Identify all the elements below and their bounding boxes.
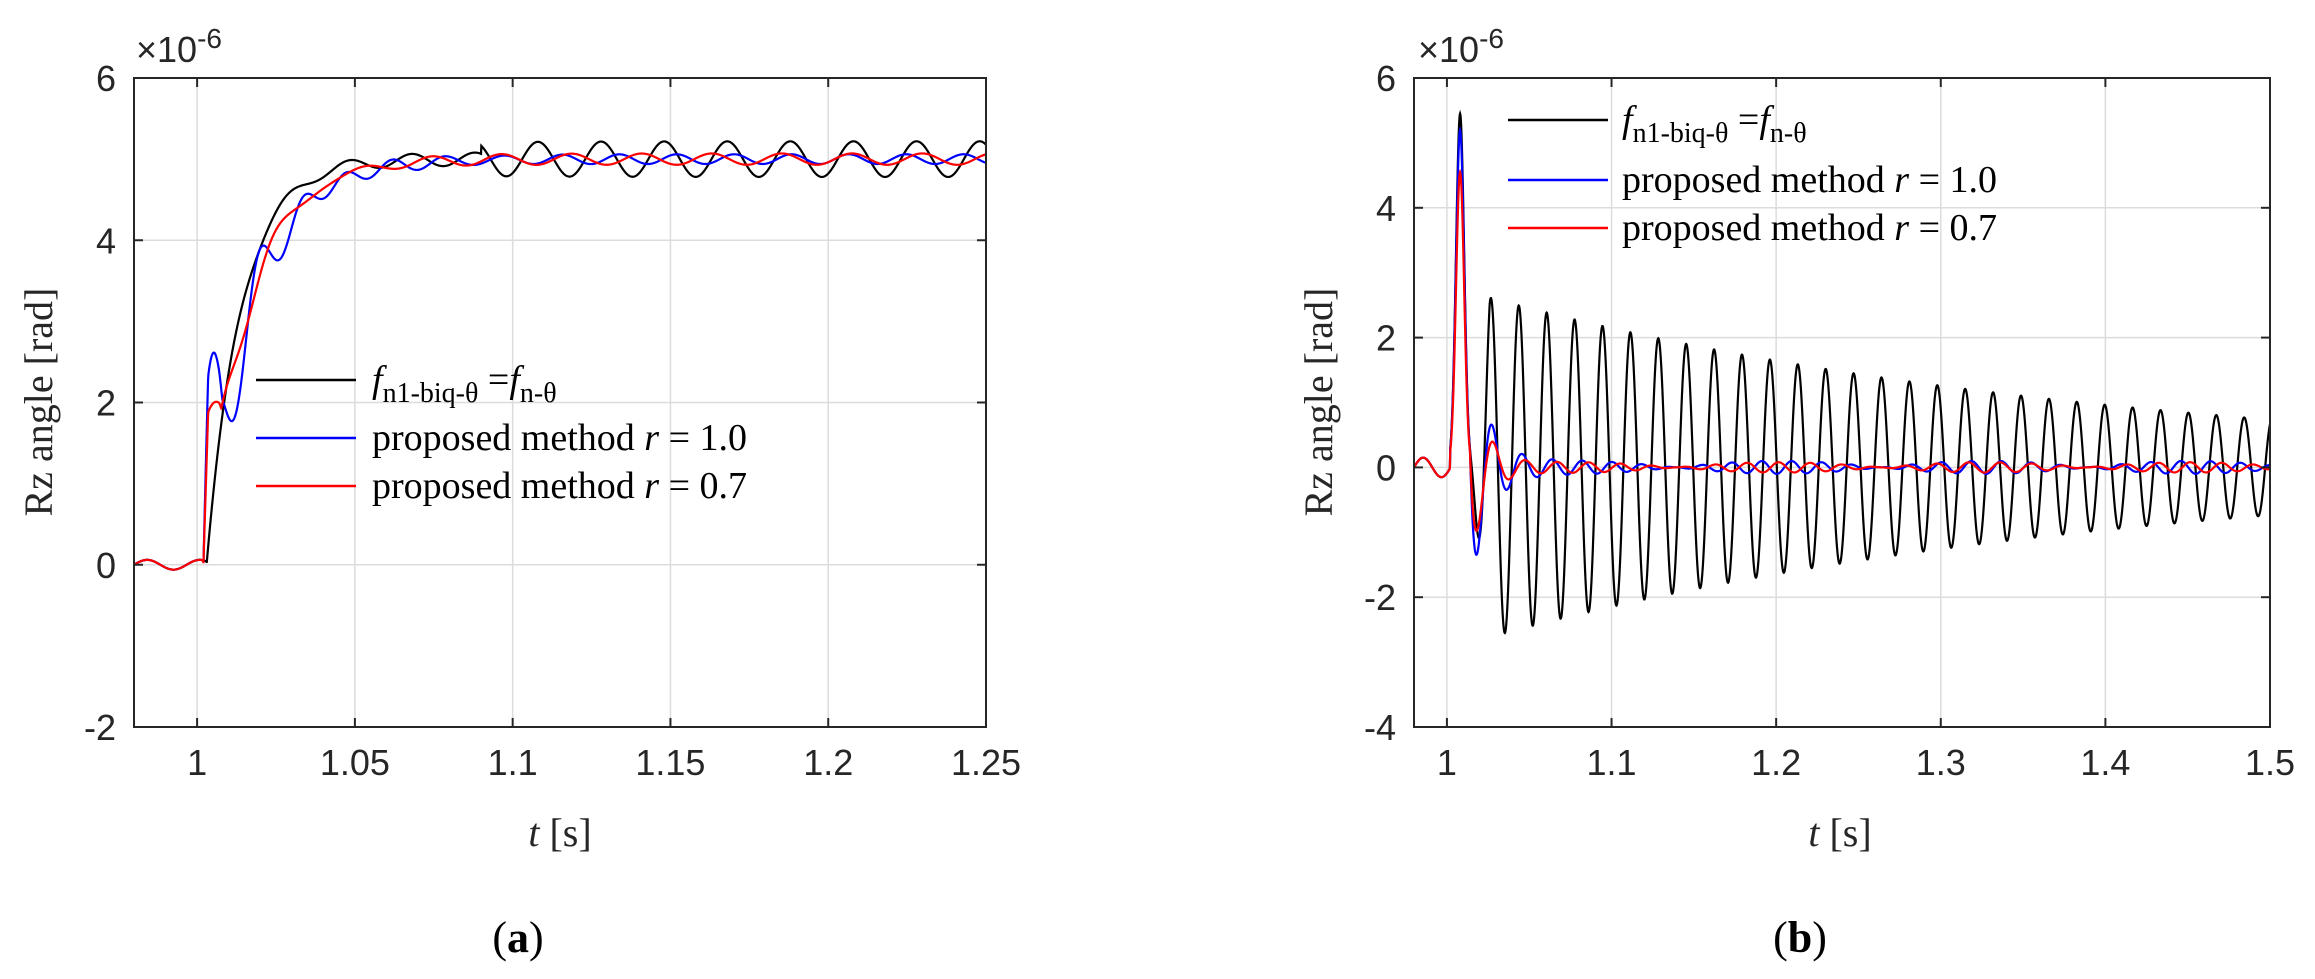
- panel-a-legend: fn1-biq-θ =fn-θ proposed method r = 1.0 …: [256, 359, 747, 507]
- legend-label-blue: proposed method r = 1.0: [372, 417, 747, 459]
- panel-b-series: [1414, 109, 2270, 635]
- panel-b-series-0: [1414, 109, 2270, 635]
- panel-b-ytick-label-0: -4: [1364, 707, 1396, 748]
- legend-label-black: fn1-biq-θ =fn-θ: [372, 359, 557, 409]
- panel-a-ytick-label-3: 4: [96, 220, 116, 261]
- panel-b-legend: fn1-biq-θ =fn-θ proposed method r = 1.0 …: [1508, 99, 1997, 249]
- panel-b-ytick-label-2: 0: [1376, 447, 1396, 488]
- panel-b-xtick-label-4: 1.4: [2080, 742, 2130, 783]
- panel-b-caption: (b): [1773, 913, 1827, 962]
- legend-label-red-b: proposed method r = 0.7: [1622, 207, 1997, 249]
- panel-b-ytick-label-5: 6: [1376, 58, 1396, 99]
- panel-b-xtick-label-2: 1.2: [1751, 742, 1801, 783]
- panel-a-xtick-label-5: 1.25: [951, 742, 1021, 783]
- panel-a-series: [134, 140, 986, 571]
- panel-a-ytick-label-4: 6: [96, 58, 116, 99]
- legend-entry-blue-b: proposed method r = 1.0: [1508, 159, 1997, 201]
- panel-b-ytick-label-3: 2: [1376, 318, 1396, 359]
- panel-b-xlabel: t [s]: [1808, 810, 1871, 855]
- panel-a-xtick-label-4: 1.2: [803, 742, 853, 783]
- panel-a-series-1: [134, 153, 986, 571]
- panel-a-xtick-label-3: 1.15: [635, 742, 705, 783]
- panel-a-xtick-label-1: 1.05: [320, 742, 390, 783]
- panel-b-ylabel: Rz angle [rad]: [1296, 288, 1341, 517]
- legend-entry-black: fn1-biq-θ =fn-θ: [256, 359, 557, 409]
- panel-a-series-0: [134, 140, 986, 571]
- legend-entry-red: proposed method r = 0.7: [256, 465, 747, 507]
- panel-a-xtick-label-0: 1: [187, 742, 207, 783]
- panel-a: 1 1.05 1.1 1.15 1.2 1.25 -2 0 2 4 6 ×10-6 Rz angle…: [16, 23, 1021, 962]
- panel-b-exponent: ×10-6: [1418, 23, 1504, 70]
- panel-b-xtick-label-3: 1.3: [1916, 742, 1966, 783]
- panel-a-xtick-label-2: 1.1: [488, 742, 538, 783]
- panel-a-ylabel: Rz angle [rad]: [16, 288, 61, 517]
- panel-b-xtick-label-0: 1: [1437, 742, 1457, 783]
- panel-b-axes-frame: [1413, 77, 2271, 728]
- panel-a-series-2: [134, 152, 986, 571]
- panel-b-xtick-label-5: 1.5: [2245, 742, 2295, 783]
- panel-a-ytick-label-2: 2: [96, 383, 116, 424]
- panel-b-ytick-label-1: -2: [1364, 577, 1396, 618]
- panel-b-ytick-label-4: 4: [1376, 188, 1396, 229]
- legend-entry-red-b: proposed method r = 0.7: [1508, 207, 1997, 249]
- panel-a-ticks: 1 1.05 1.1 1.15 1.2 1.25 -2 0 2 4 6: [84, 58, 1021, 783]
- legend-entry-black-b: fn1-biq-θ =fn-θ: [1508, 99, 1807, 149]
- legend-label-red: proposed method r = 0.7: [372, 465, 747, 507]
- panel-a-xlabel: t [s]: [528, 810, 591, 855]
- panel-b-series-2: [1414, 168, 2270, 532]
- legend-label-blue-b: proposed method r = 1.0: [1622, 159, 1997, 201]
- panel-a-ytick-label-0: -2: [84, 707, 116, 748]
- panel-b-xtick-label-1: 1.1: [1587, 742, 1637, 783]
- panel-a-ytick-label-1: 0: [96, 545, 116, 586]
- legend-label-black-b: fn1-biq-θ =fn-θ: [1622, 99, 1807, 149]
- panel-b: 1 1.1 1.2 1.3 1.4 1.5 -4 -2 0 2 4 6 ×10-6 Rz angle …: [1296, 23, 2295, 962]
- panel-b-ticks: 1 1.1 1.2 1.3 1.4 1.5 -4 -2 0 2 4 6: [1364, 58, 2295, 783]
- panel-a-exponent: ×10-6: [136, 23, 222, 70]
- legend-entry-blue: proposed method r = 1.0: [256, 417, 747, 459]
- panel-a-caption: (a): [492, 913, 543, 962]
- panel-a-grid: [134, 77, 987, 728]
